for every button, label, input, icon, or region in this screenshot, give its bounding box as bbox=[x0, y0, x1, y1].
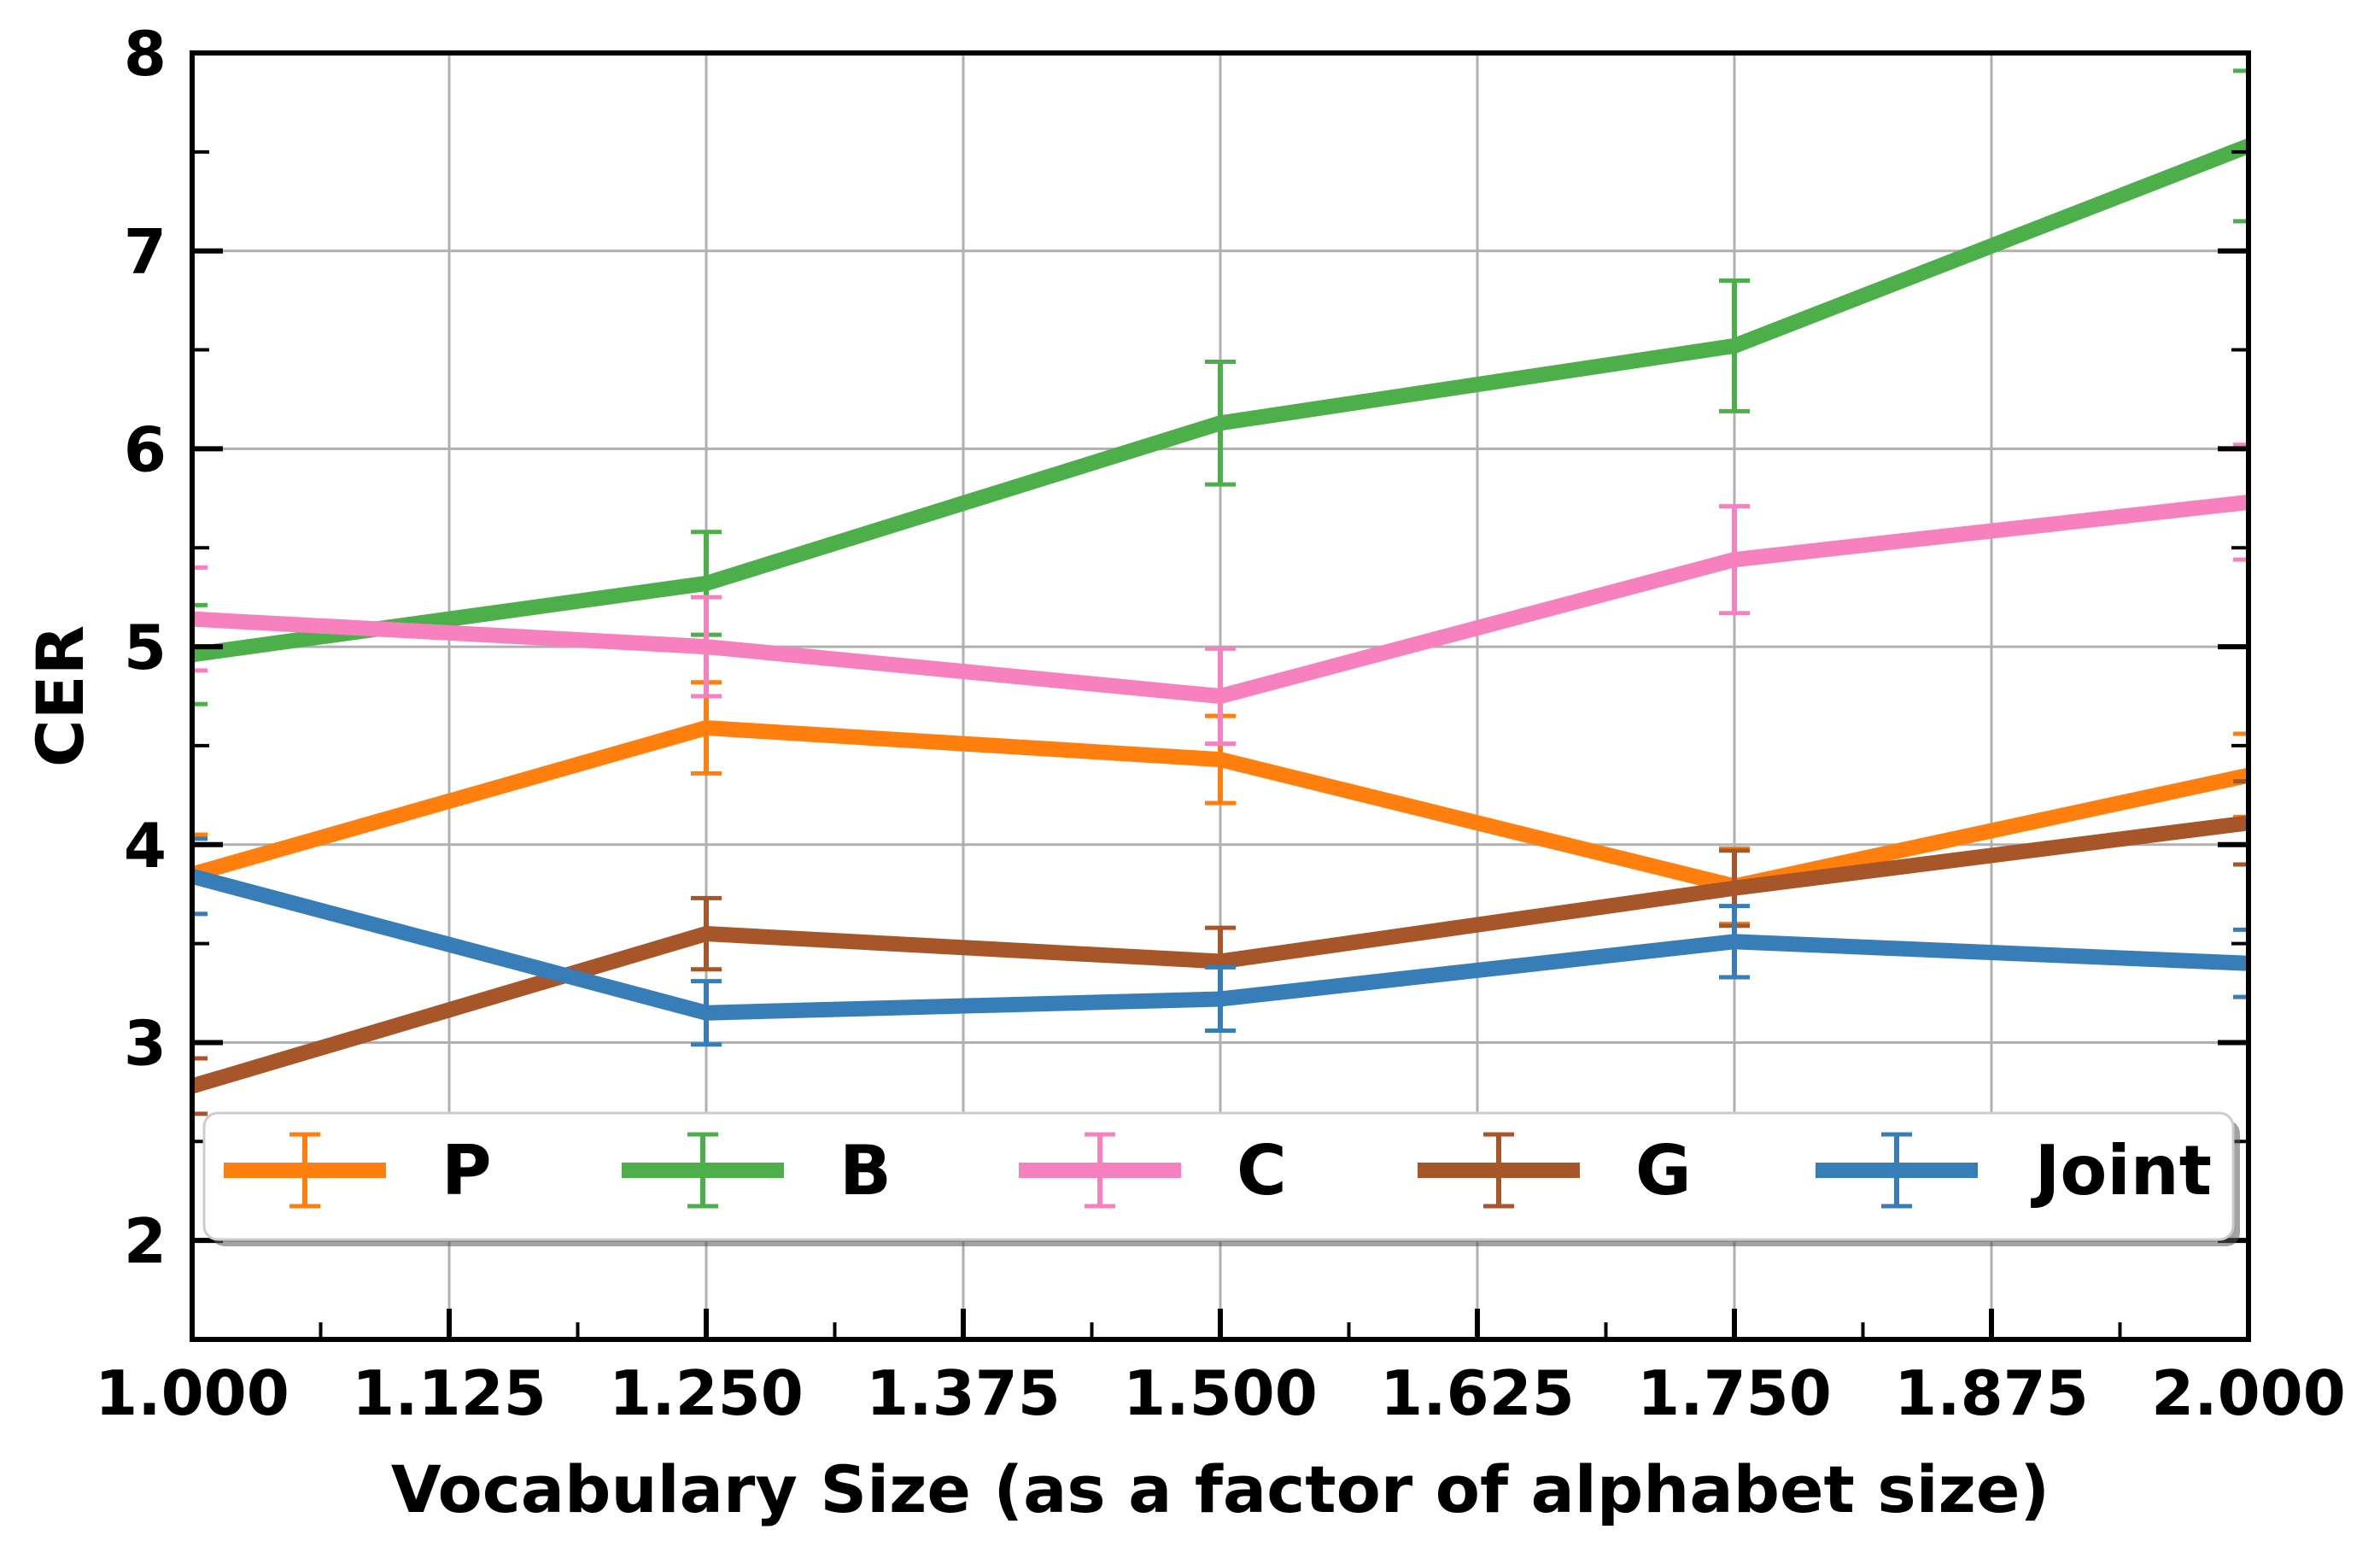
y-tick-label: 4 bbox=[124, 810, 167, 882]
x-tick-label: 1.500 bbox=[1123, 1357, 1318, 1429]
x-tick-label: 1.125 bbox=[352, 1357, 547, 1429]
y-axis-label: CER bbox=[22, 625, 98, 767]
legend-entry-joint: Joint bbox=[1816, 1131, 2212, 1210]
plot-frame bbox=[190, 50, 2251, 1342]
x-tick-label: 1.000 bbox=[95, 1357, 289, 1429]
series-b bbox=[192, 68, 2248, 706]
y-tick-label: 7 bbox=[124, 216, 167, 288]
series-layer bbox=[192, 68, 2248, 1116]
x-tick-label: 2.000 bbox=[2151, 1357, 2346, 1429]
legend-label: C bbox=[1237, 1131, 1287, 1210]
legend-entry-g: G bbox=[1418, 1131, 1692, 1210]
series-joint bbox=[192, 836, 2248, 1047]
y-tick-label: 2 bbox=[124, 1205, 167, 1277]
legend-label: P bbox=[441, 1131, 492, 1210]
x-tick-label: 1.625 bbox=[1380, 1357, 1575, 1429]
x-tick-label: 1.375 bbox=[866, 1357, 1061, 1429]
x-tick-label: 1.250 bbox=[609, 1357, 804, 1429]
legend-label: G bbox=[1635, 1131, 1692, 1210]
legend-label: Joint bbox=[2031, 1131, 2212, 1210]
series-c bbox=[192, 442, 2248, 747]
x-axis-label: Vocabulary Size (as a factor of alphabet… bbox=[391, 1451, 2050, 1527]
legend: P B C G Joint bbox=[202, 1111, 2240, 1246]
legend-entry-b: B bbox=[622, 1131, 892, 1210]
y-tick-label: 8 bbox=[124, 18, 167, 90]
tick-labels: 1.000 1.125 1.250 1.375 1.500 1.625 1.750 1.875… bbox=[95, 18, 2346, 1429]
x-tick-label: 1.875 bbox=[1894, 1357, 2089, 1429]
y-tick-label: 6 bbox=[124, 413, 167, 485]
legend-entry-c: C bbox=[1019, 1131, 1287, 1210]
legend-entry-p: P bbox=[224, 1131, 492, 1210]
y-tick-label: 5 bbox=[124, 612, 167, 683]
x-tick-label: 1.750 bbox=[1637, 1357, 1832, 1429]
legend-label: B bbox=[839, 1131, 892, 1210]
y-tick-label: 3 bbox=[124, 1007, 167, 1079]
